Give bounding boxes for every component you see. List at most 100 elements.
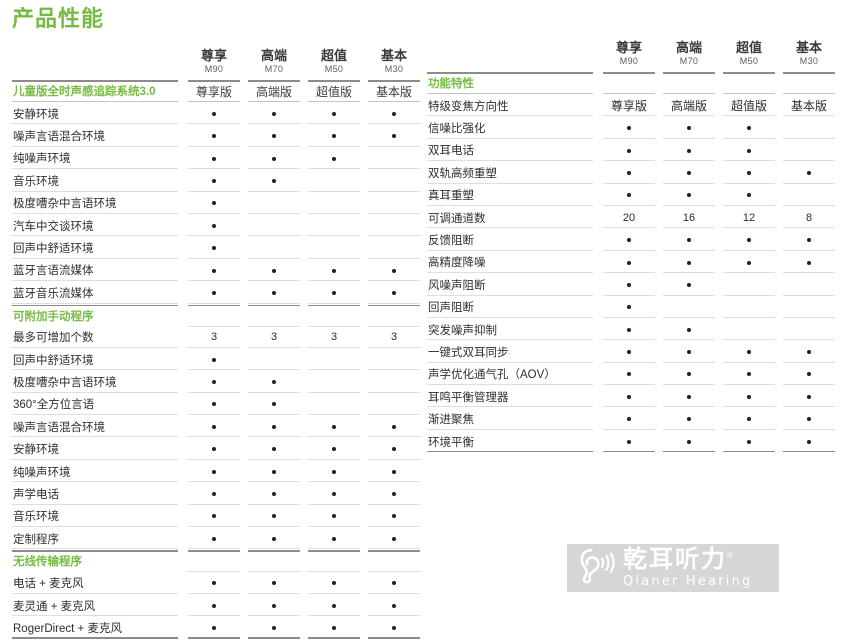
row-label: 特级变焦方向性 <box>427 95 599 117</box>
check-dot-icon <box>627 372 631 377</box>
cell-L-r0-c3 <box>364 103 424 125</box>
cell-L-r11-c3 <box>364 348 424 371</box>
row-label: 真耳重塑 <box>427 184 599 206</box>
check-dot-icon <box>392 581 396 586</box>
check-dot-icon <box>627 238 631 243</box>
model-header-M70: 高端 M70 <box>244 30 304 80</box>
row-label: 电话 + 麦克风 <box>12 572 184 594</box>
cell-L-r11-c0 <box>184 348 244 371</box>
check-dot-icon <box>212 536 216 541</box>
check-dot-icon <box>687 238 691 243</box>
table-row: 安静环境 <box>12 438 424 460</box>
row-label: 信噪比强化 <box>427 117 599 139</box>
cell-R-r6-c2 <box>719 229 779 251</box>
check-dot-icon <box>747 148 751 153</box>
check-dot-icon <box>212 469 216 474</box>
check-dot-icon <box>212 424 216 429</box>
cell-R-r7-c0 <box>599 251 659 274</box>
cell-L-r2-c1 <box>244 147 304 170</box>
cell-L-r10-c0: 3 <box>184 327 244 349</box>
row-label: 360°全方位言语 <box>12 393 184 415</box>
cell-R-r4-c3 <box>779 184 839 206</box>
check-dot-icon <box>807 372 811 377</box>
check-dot-icon <box>272 134 276 139</box>
cell-L-r4-c1 <box>244 192 304 214</box>
row-label: 双轨高频重塑 <box>427 162 599 184</box>
check-dot-icon <box>747 193 751 198</box>
cell-L-r16-c3 <box>364 460 424 483</box>
model-tier-name: 超值 <box>735 40 762 56</box>
check-dot-icon <box>627 260 631 265</box>
left-panel: 产品性能 尊享 M90 高端 M70 超值 M50 基本 M30 儿童版全时声感追踪系统3.0 尊… <box>12 0 424 640</box>
cell-R-r13-c1 <box>659 386 719 408</box>
cell-L-r3-c2 <box>304 170 364 192</box>
table-row: 高精度降噪 <box>427 251 839 274</box>
check-dot-icon <box>627 148 631 153</box>
table-row: 真耳重塑 <box>427 184 839 206</box>
check-dot-icon <box>392 603 396 608</box>
table-row: 渐进聚焦 <box>427 408 839 430</box>
cell-R-r0-c2: 超值版 <box>719 95 779 117</box>
check-dot-icon <box>332 268 336 273</box>
check-dot-icon <box>747 439 751 444</box>
cell-L-r18-c0 <box>184 505 244 527</box>
cell-R-r8-c0 <box>599 274 659 296</box>
cell-R-r6-c3 <box>779 229 839 251</box>
section-header-row: 儿童版全时声感追踪系统3.0 尊享版 高端版 超值版 基本版 <box>12 80 424 103</box>
row-label: 回声中舒适环境 <box>12 237 184 259</box>
row-label: 纯噪声环境 <box>12 460 184 482</box>
check-dot-icon <box>332 424 336 429</box>
cell-R-r8-c1 <box>659 274 719 296</box>
version-name-M30: 基本版 <box>364 80 424 103</box>
cell-L-r20-c2 <box>304 549 364 573</box>
check-dot-icon <box>272 290 276 295</box>
cell-R-r12-c2 <box>719 363 779 385</box>
ear-hearing-icon <box>577 547 617 590</box>
cell-R-r9-c0 <box>599 296 659 318</box>
check-dot-icon <box>392 111 396 116</box>
watermark-cn-label: 乾耳听力 <box>623 546 727 573</box>
check-dot-icon <box>212 603 216 608</box>
row-label: 突发噪声抑制 <box>427 318 599 340</box>
cell-R-r4-c0 <box>599 184 659 206</box>
check-dot-icon <box>687 170 691 175</box>
model-code: M70 <box>679 56 699 67</box>
cell-L-r9-c2 <box>304 304 364 327</box>
cell-L-r9-c3 <box>364 304 424 327</box>
model-header-row: 尊享 M90 高端 M70 超值 M50 基本 M30 <box>12 30 424 80</box>
cell-L-r22-c0 <box>184 594 244 617</box>
table-row: 环境平衡 <box>427 430 839 453</box>
cell-L-r17-c0 <box>184 483 244 505</box>
cell-L-r3-c1 <box>244 170 304 192</box>
right-title-spacer <box>427 0 839 22</box>
cell-L-r15-c1 <box>244 438 304 460</box>
check-dot-icon <box>212 447 216 452</box>
check-dot-icon <box>687 394 691 399</box>
cell-L-r22-c2 <box>304 594 364 617</box>
cell-L-r9-c0 <box>184 304 244 327</box>
cell-R-r10-c2 <box>719 318 779 341</box>
cell-R-r6-c1 <box>659 229 719 251</box>
table-row: 极度嘈杂中言语环境 <box>12 192 424 214</box>
check-dot-icon <box>747 372 751 377</box>
cell-L-r16-c2 <box>304 460 364 483</box>
check-dot-icon <box>212 201 216 206</box>
cell-L-r19-c2 <box>304 528 364 550</box>
check-dot-icon <box>392 268 396 273</box>
row-label: 安静环境 <box>12 438 184 460</box>
check-dot-icon <box>212 514 216 519</box>
row-label: 噪声言语混合环境 <box>12 125 184 147</box>
table-row: 音乐环境 <box>12 505 424 527</box>
subsection-row: 可附加手动程序 <box>12 304 424 327</box>
cell-R-r3-c2 <box>719 162 779 184</box>
cell-L-r7-c3 <box>364 259 424 282</box>
check-dot-icon <box>627 305 631 310</box>
cell-R-r7-c3 <box>779 251 839 274</box>
cell-L-r16-c0 <box>184 460 244 483</box>
row-label: 渐进聚焦 <box>427 408 599 430</box>
cell-R-r8-c3 <box>779 274 839 296</box>
model-tier-name: 尊享 <box>200 48 227 64</box>
model-header-M50: 超值 M50 <box>304 30 364 80</box>
check-dot-icon <box>687 350 691 355</box>
cell-L-r0-c2 <box>304 103 364 125</box>
